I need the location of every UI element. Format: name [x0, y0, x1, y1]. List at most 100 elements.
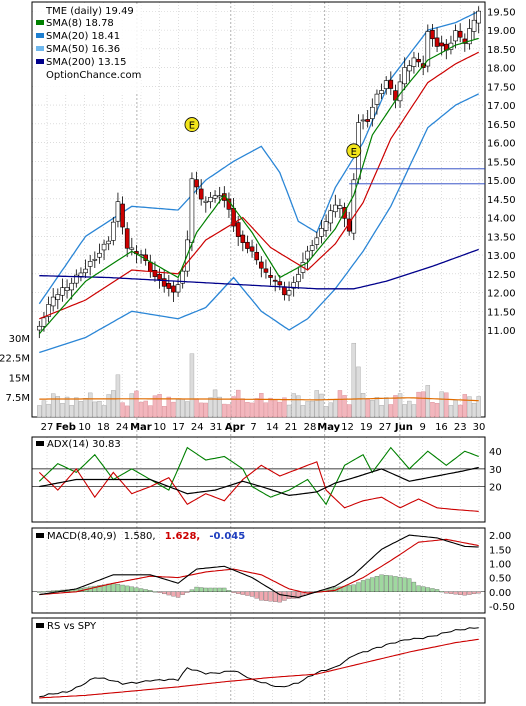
macd-histogram-bar [162, 591, 167, 595]
candle-body [476, 10, 481, 24]
volume-bar [254, 398, 259, 418]
candle-body [69, 282, 74, 291]
macd-histogram-bar [236, 591, 241, 594]
macd-hist-value: -0.045 [209, 531, 245, 542]
x-tick-label: 24 [116, 422, 129, 433]
volume-bar [305, 401, 310, 418]
earnings-marker [346, 143, 362, 159]
volume-bar [346, 404, 352, 418]
candle-body [323, 221, 329, 231]
macd-histogram-bar [148, 590, 153, 592]
minus-di-line [38, 461, 479, 512]
volume-bar [370, 400, 375, 418]
volume-bar [175, 399, 181, 418]
x-tick-label: 7 [250, 422, 256, 433]
volume-bar [208, 397, 213, 418]
sma50-line [39, 51, 479, 320]
macd-histogram-bar [259, 591, 264, 601]
volume-bar [356, 366, 361, 418]
volume-bar [471, 402, 477, 418]
macd-histogram-bar [411, 581, 417, 592]
candle-body [46, 304, 51, 317]
volume-bar [411, 404, 417, 418]
rs-panel-frame [31, 617, 486, 704]
candle-body [78, 272, 84, 277]
candle-body [388, 79, 394, 89]
candle-body [337, 205, 343, 209]
volume-bar [97, 401, 102, 418]
legend-background [33, 4, 141, 94]
macd-histogram-bar [101, 584, 107, 592]
volume-bar [383, 397, 389, 418]
earnings-marker-label: E [351, 147, 357, 158]
volume-bar [337, 390, 343, 418]
volume-bar [439, 391, 444, 418]
volume-bar [360, 393, 366, 418]
candle-body [360, 119, 366, 122]
macd-tick-label: 1.50 [489, 545, 511, 556]
volume-bar [314, 390, 320, 418]
candle-body [87, 261, 93, 267]
volume-bar [374, 397, 380, 418]
macd-histogram-bar [434, 589, 440, 592]
price-tick-label: 15.50 [487, 157, 516, 168]
macd-histogram-bar [421, 586, 426, 592]
macd-tick-label: 2.00 [489, 531, 511, 542]
volume-bar [87, 392, 93, 418]
candle-body [148, 261, 153, 272]
macd-histogram-bar [212, 587, 218, 592]
volume-bar [161, 406, 167, 418]
x-tick-label: 30 [473, 422, 486, 433]
volume-bar [226, 404, 232, 418]
candle-body [171, 285, 176, 293]
price-candles [37, 6, 481, 339]
candle-body [60, 287, 65, 296]
volume-bar [444, 392, 449, 418]
macd-histogram-bar [277, 591, 282, 603]
volume-bar [291, 393, 296, 418]
axis-labels: 19.50 19.00 18.50 18.00 17.50 17.00 16.50 16.00… [0, 7, 516, 613]
volume-bar [416, 391, 421, 418]
macd-histogram-bar [41, 591, 47, 593]
volume-bar [249, 402, 255, 418]
volume-bar [69, 405, 74, 418]
macd-histogram-bar [203, 587, 208, 592]
candle-body [434, 37, 440, 47]
price-tick-label: 14.50 [487, 195, 516, 206]
candle-body [106, 240, 111, 245]
volume-bar [263, 402, 269, 418]
macd-tick-label: -0.50 [489, 602, 515, 613]
macd-histogram-bar [217, 587, 222, 592]
x-tick-label: 17 [172, 422, 185, 433]
adx-tick-label: 30 [489, 465, 502, 476]
volume-bar [457, 404, 463, 418]
candle-body [370, 106, 375, 119]
volume-bar [138, 401, 144, 418]
volume-bar [365, 399, 370, 418]
candle-body [74, 274, 79, 284]
volume-bar [323, 406, 329, 418]
candle-body [101, 243, 107, 251]
candle-body [83, 268, 88, 274]
legend-swatch-adx [36, 441, 44, 446]
macd-histogram-bar [263, 591, 269, 601]
candle-body [277, 281, 283, 286]
volume-bar [217, 396, 222, 418]
volume-bar [37, 405, 42, 418]
chart-markers: EE [184, 117, 362, 159]
x-tick-label: 10 [78, 422, 91, 433]
candle-body [37, 325, 42, 331]
adx-legend: ADX(14) 30.83 [36, 439, 121, 450]
macd-histogram-bar [115, 583, 121, 592]
candle-body [217, 195, 222, 198]
volume-bar [129, 393, 135, 418]
source-label: OptionChance.com [46, 70, 141, 81]
legend-sma50: SMA(50) 16.36 [46, 44, 120, 55]
volume-bar [420, 391, 426, 418]
price-tick-label: 12.00 [487, 289, 516, 300]
volume-bar [434, 403, 440, 418]
volume-bar [106, 394, 111, 418]
volume-bar [74, 397, 79, 418]
macd-histogram-bar [388, 575, 393, 592]
